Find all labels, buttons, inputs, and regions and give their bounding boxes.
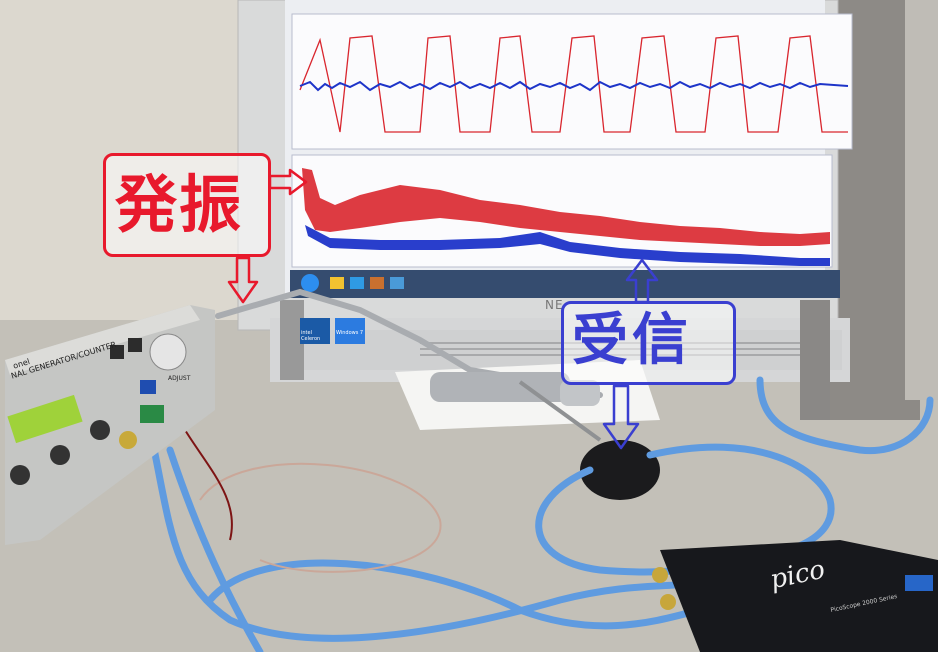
pico-scope [660,540,938,652]
reception-arrow-down [602,384,640,450]
windows-sticker-label: Windows 7 [336,330,364,336]
upper-chart [291,13,853,150]
stand-right-leg [800,300,830,420]
intel-sticker-label: intel Celeron [301,330,321,342]
reception-arrow-up [625,258,659,304]
upper-blue-trace [299,80,849,92]
adjust-knob-label: ADJUST [168,375,191,382]
reception-label: 受信 [572,308,692,373]
oscillation-annotation-box [103,153,271,257]
intel-sticker [300,318,330,344]
thin-wire [199,462,442,573]
lower-red-band [302,168,830,246]
reception-annotation-box [561,301,736,385]
oscillation-arrow-down [227,256,259,304]
generator-lcd [7,394,83,444]
oscillation-arrow-right [268,168,308,196]
lower-blue-band [305,225,830,266]
oscillation-label: 発振 [115,168,244,241]
start-button [301,274,319,292]
monitor-brand: NE [545,298,564,312]
windows-sticker [335,318,365,344]
signal-generator [5,305,215,545]
receiver-sensor [580,440,660,500]
upper-red-trace [299,35,848,133]
adjust-knob [149,333,187,371]
